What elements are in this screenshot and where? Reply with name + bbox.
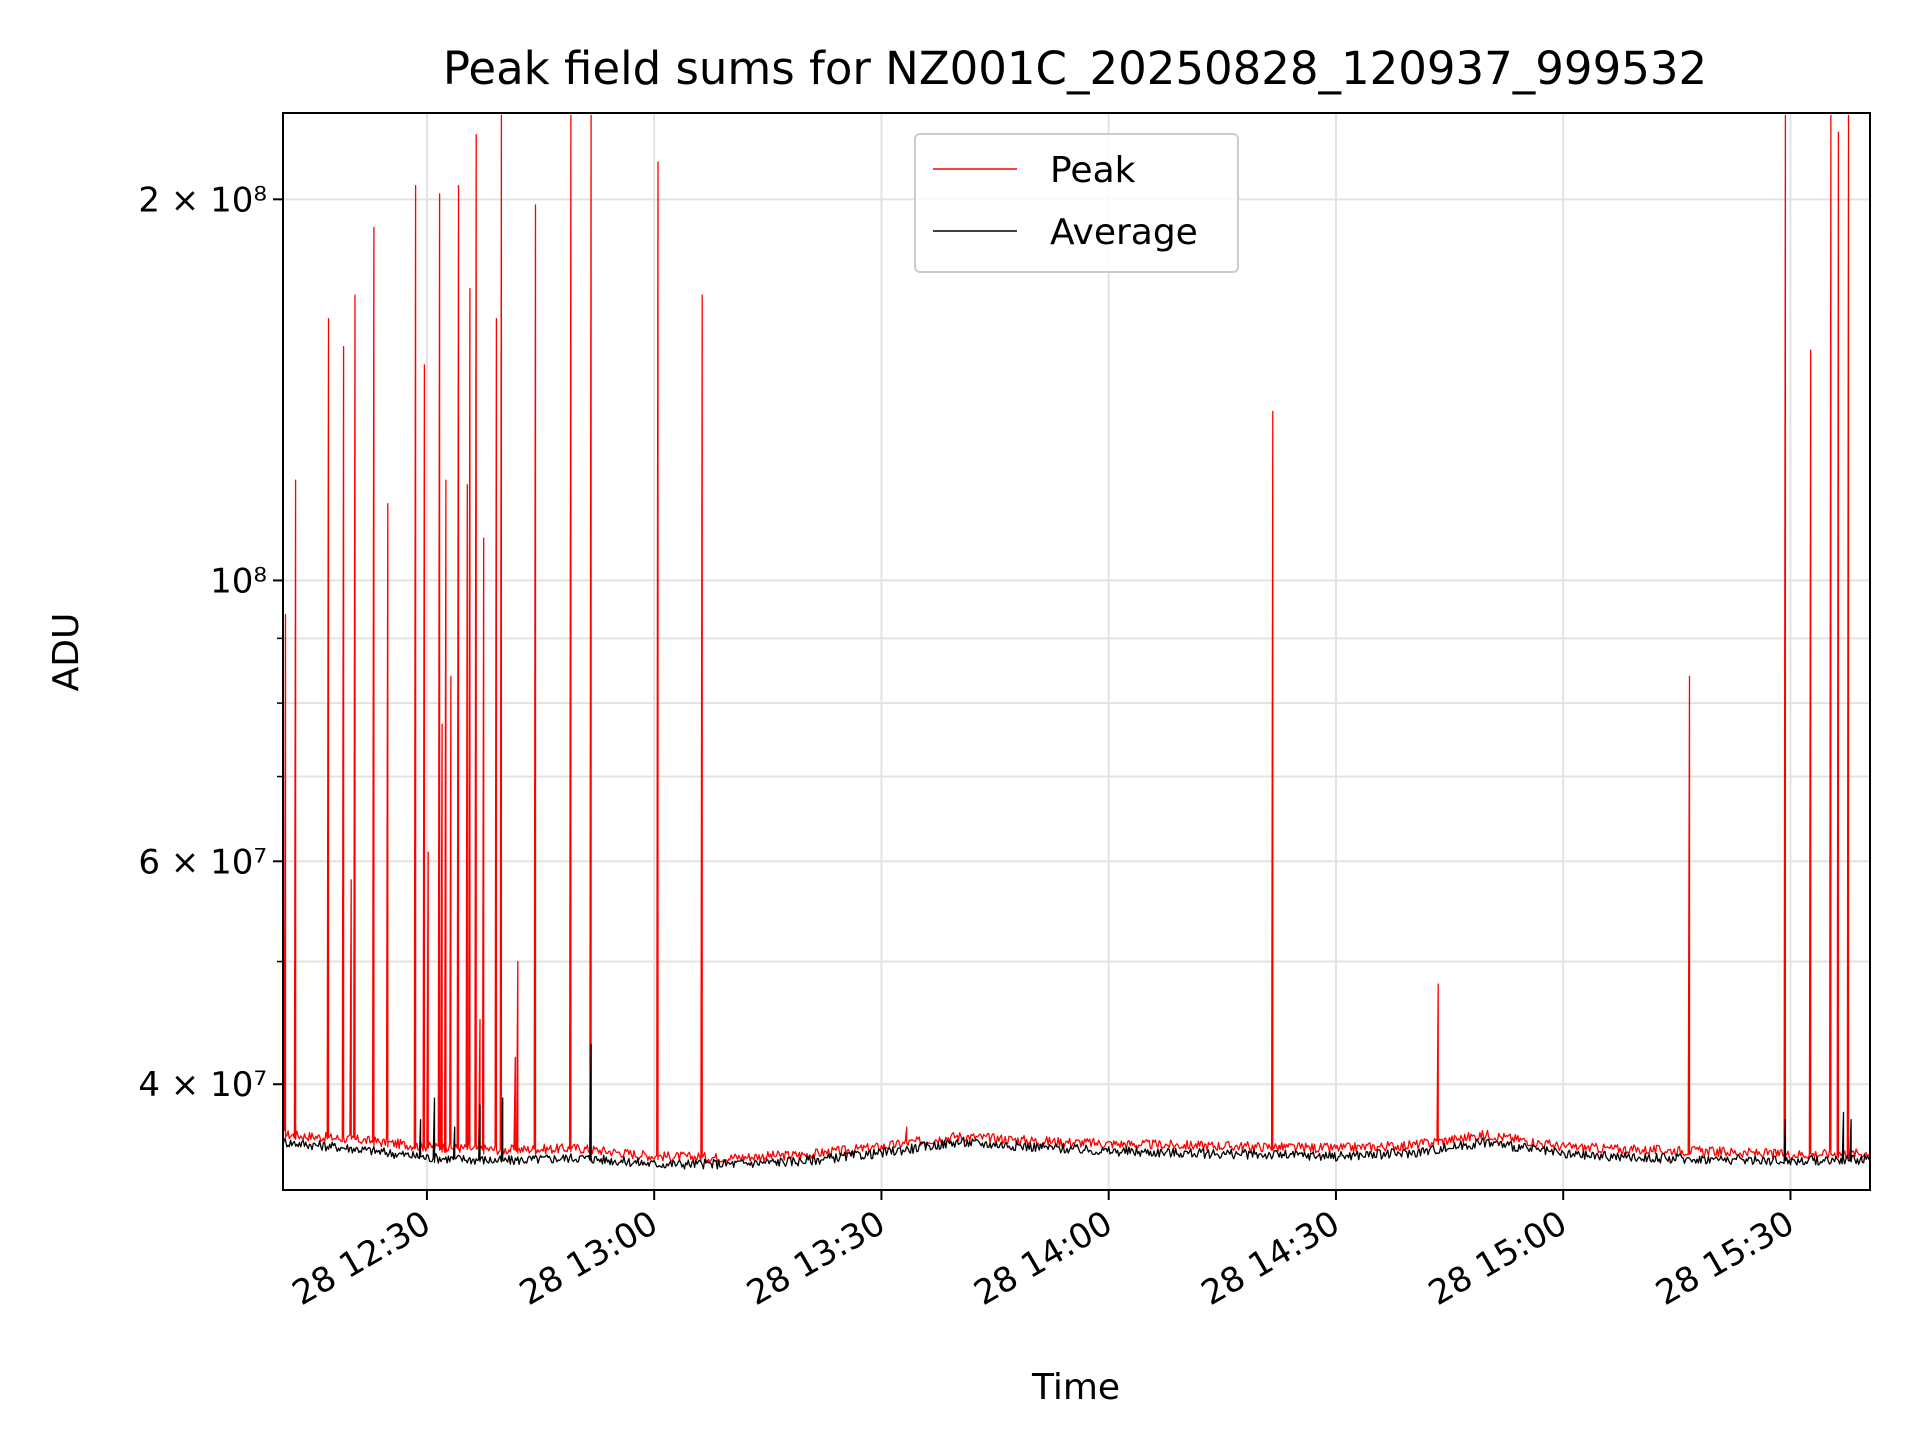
- y-tick-label-3: 2 × 10⁸: [138, 180, 267, 220]
- chart-title: Peak field sums for NZ001C_20250828_1209…: [443, 42, 1707, 95]
- grid: [283, 113, 1870, 1190]
- x-axis-label: Time: [1031, 1367, 1120, 1408]
- series-peak-line: [282, 114, 1871, 1163]
- y-tick-label-2: 10⁸: [210, 561, 267, 601]
- legend-peak-label: Peak: [1050, 150, 1136, 191]
- legend: Peak Average: [914, 133, 1239, 273]
- y-tick-label-0: 4 × 10⁷: [138, 1065, 267, 1105]
- legend-average-label: Average: [1050, 212, 1198, 253]
- series-average-line: [282, 1043, 1871, 1170]
- series-layer: [282, 114, 1871, 1170]
- y-tick-label-1: 6 × 10⁷: [138, 842, 267, 882]
- plot-frame: [282, 112, 1871, 1191]
- y-axis-label: ADU: [46, 613, 87, 692]
